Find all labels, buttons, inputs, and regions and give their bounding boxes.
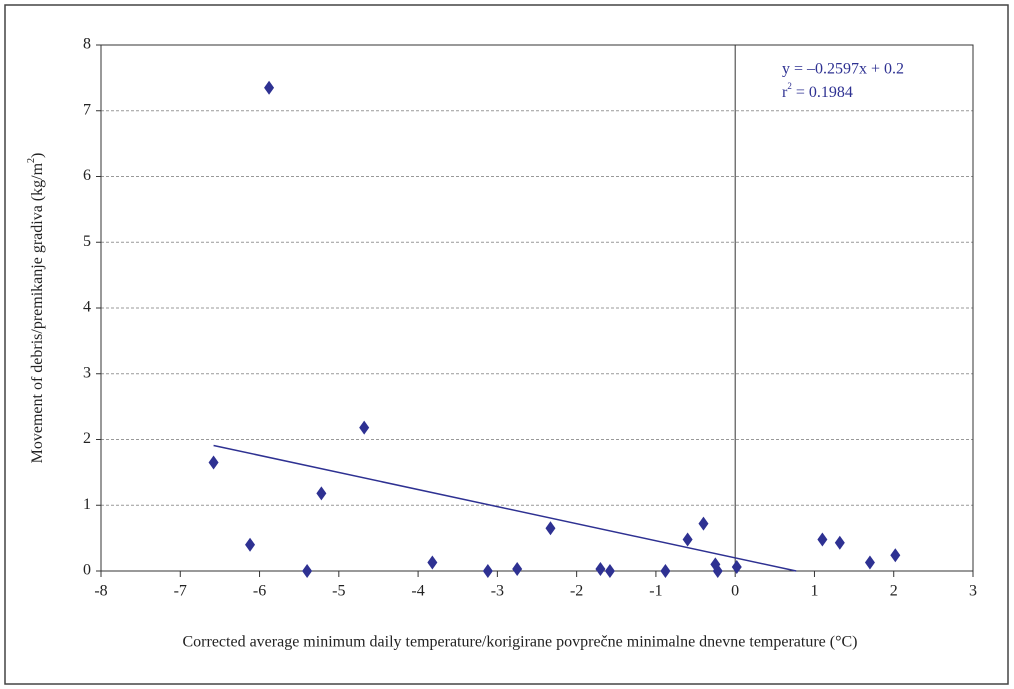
y-tick-label: 3 bbox=[83, 364, 91, 381]
x-tick-label: -2 bbox=[570, 583, 583, 600]
frame bbox=[4, 4, 1009, 685]
r2-value: = 0.1984 bbox=[792, 84, 853, 101]
trendline bbox=[213, 444, 797, 572]
point bbox=[834, 535, 845, 550]
point bbox=[890, 548, 901, 563]
y-tick-label: 8 bbox=[83, 36, 91, 53]
annotation-r2: r2 = 0.1984 bbox=[782, 81, 853, 101]
y-label-end: ) bbox=[29, 153, 46, 158]
point bbox=[660, 564, 671, 578]
point bbox=[482, 564, 493, 578]
point bbox=[512, 562, 523, 577]
y-tick-label: 6 bbox=[83, 167, 91, 184]
y-label-text: Movement of debris/premikanje gradiva (k… bbox=[29, 162, 46, 463]
x-tick-label: -6 bbox=[253, 583, 266, 600]
x-tick-label: 0 bbox=[731, 583, 739, 600]
point bbox=[595, 562, 606, 577]
x-tick-label: -3 bbox=[491, 583, 504, 600]
y-axis-label: Movement of debris/premikanje gradiva (k… bbox=[26, 153, 45, 464]
x-axis-label: Corrected average minimum daily temperat… bbox=[182, 634, 857, 651]
point bbox=[245, 537, 256, 552]
point bbox=[427, 555, 438, 570]
point bbox=[864, 555, 875, 570]
point bbox=[682, 532, 693, 547]
x-tick-label: -4 bbox=[411, 583, 424, 600]
point bbox=[712, 564, 723, 578]
point bbox=[604, 564, 615, 578]
x-tick-label: -8 bbox=[94, 583, 107, 600]
point bbox=[545, 521, 556, 536]
point bbox=[208, 455, 219, 470]
x-tick-label: 1 bbox=[810, 583, 818, 600]
y-tick-label: 5 bbox=[83, 233, 91, 250]
point bbox=[264, 80, 275, 95]
point bbox=[698, 516, 709, 531]
y-tick-label: 0 bbox=[83, 562, 91, 579]
y-tick-label: 2 bbox=[83, 430, 91, 447]
r2-sup: 2 bbox=[787, 81, 792, 91]
y-tick-label: 7 bbox=[83, 101, 91, 118]
point bbox=[817, 532, 828, 547]
annotation: y = –0.2597x + 0.2 bbox=[782, 61, 904, 78]
point bbox=[359, 420, 370, 435]
x-tick-label: 2 bbox=[890, 583, 898, 600]
point bbox=[731, 560, 742, 575]
y-label-sup: 2 bbox=[26, 158, 37, 163]
x-tick-label: -1 bbox=[649, 583, 662, 600]
x-tick-label: -5 bbox=[332, 583, 345, 600]
x-tick-label: -7 bbox=[174, 583, 187, 600]
r2-text: r bbox=[782, 84, 788, 101]
y-tick-label: 4 bbox=[83, 299, 91, 316]
plot-area bbox=[100, 44, 974, 572]
y-tick-label: 1 bbox=[83, 496, 91, 513]
point bbox=[302, 564, 313, 578]
x-tick-label: 3 bbox=[969, 583, 977, 600]
point bbox=[316, 486, 327, 501]
